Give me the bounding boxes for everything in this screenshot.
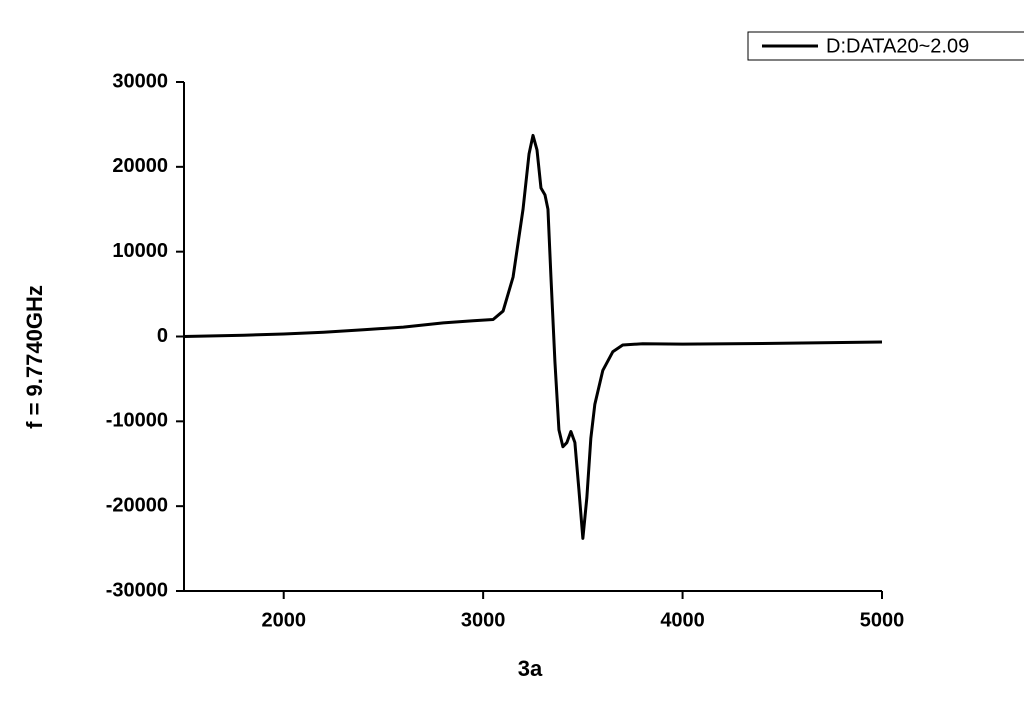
y-tick-label: 10000 [112,240,168,262]
x-tick-label: 3000 [461,609,506,631]
y-tick-label: 0 [157,325,168,347]
legend-label: D:DATA20~2.09 [826,35,969,57]
x-tick-label: 4000 [660,609,705,631]
y-tick-label: 30000 [112,70,168,92]
y-tick-label: -10000 [106,410,168,432]
x-tick-label: 2000 [261,609,306,631]
y-axis-label: f = 9.7740GHz [22,285,47,429]
data-line [183,133,883,540]
y-tick-label: -20000 [106,494,168,516]
y-tick-label: 20000 [112,155,168,177]
x-axis-label: 3a [518,656,543,681]
x-tick-label: 5000 [860,609,905,631]
y-tick-label: -30000 [106,579,168,601]
